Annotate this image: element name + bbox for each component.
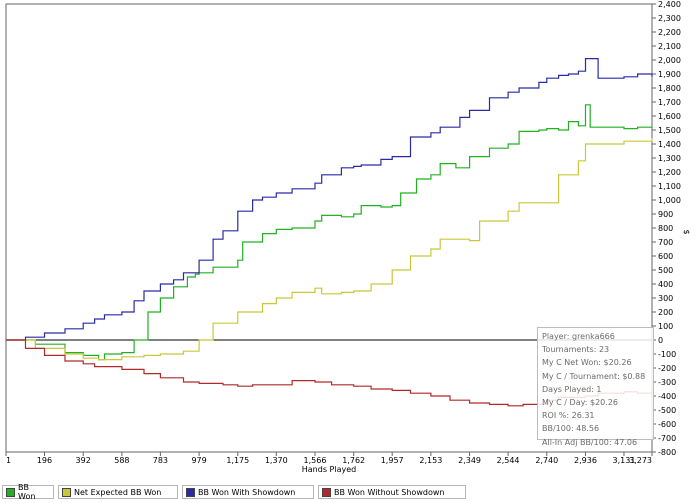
series-line-net-expected-bb-won: [6, 138, 653, 361]
x-tick-label: 392: [76, 456, 91, 465]
stat-tournaments: Tournaments: 23: [542, 345, 610, 355]
y-tick-label: -800: [658, 448, 676, 457]
legend-item-net-expected[interactable]: Net Expected BB Won: [58, 485, 178, 499]
y-axis: 2,400 2,300 2,200 2,100 2,000 1,900 1,800 1,700…: [652, 0, 681, 457]
x-tick-label: 588: [114, 456, 129, 465]
legend-label: BB Won With Showdown: [198, 487, 296, 497]
x-tick-label: 196: [37, 456, 52, 465]
stat-allin-bb100: All-In Adj BB/100: 47.06: [542, 437, 638, 447]
x-tick-label: 1,566: [304, 456, 327, 465]
x-tick-label: 3,131: [613, 456, 636, 465]
y-tick-label: 1,400: [658, 140, 681, 149]
x-tick-label: 1: [6, 456, 11, 465]
legend-item-without-showdown[interactable]: BB Won Without Showdown: [318, 485, 466, 499]
stats-overlay: Player: grenka666 Tournaments: 23 My C N…: [537, 327, 654, 447]
y-tick-label: 2,100: [658, 42, 681, 51]
y-tick-label: -300: [658, 378, 676, 387]
x-tick-label: 2,936: [574, 456, 597, 465]
stat-player: Player: grenka666: [542, 332, 615, 341]
y-tick-label: 2,200: [658, 28, 681, 37]
x-tick-label: 979: [191, 456, 206, 465]
y-tick-label: -700: [658, 434, 676, 443]
bankroll-chart: 2,400 2,300 2,200 2,100 2,000 1,900 1,800 1,700…: [5, 0, 691, 474]
y-tick-label: 1,600: [658, 112, 681, 121]
y-tick-label: -400: [658, 392, 676, 401]
y-tick-label: 1,900: [658, 70, 681, 79]
y-tick-label: 800: [658, 224, 673, 233]
x-tick-label: 1,762: [342, 456, 365, 465]
y-tick-label: 0: [658, 336, 663, 345]
x-tick-label: 1,957: [381, 456, 404, 465]
y-tick-label: -200: [658, 364, 676, 373]
y-tick-label: 400: [658, 280, 673, 289]
x-tick-label: 1,370: [265, 456, 288, 465]
x-axis: 1 196 392 588 783 979 1,175 1,370 1,566 1,762 1,95…: [5, 452, 653, 465]
x-tick-label: 2,740: [535, 456, 558, 465]
y-tick-label: -500: [658, 406, 676, 415]
y-tick-label: 1,100: [658, 182, 681, 191]
y-tick-label: 2,300: [658, 14, 681, 23]
legend-item-with-showdown[interactable]: BB Won With Showdown: [182, 485, 314, 499]
stat-days-played: Days Played: 1: [542, 384, 602, 394]
x-tick-label: 783: [153, 456, 168, 465]
y-tick-label: 100: [658, 322, 673, 331]
y-tick-label: 1,300: [658, 154, 681, 163]
y-tick-label: 700: [658, 238, 673, 247]
y-tick-label: 1,700: [658, 98, 681, 107]
x-tick-label: 2,544: [497, 456, 520, 465]
stat-bb100: BB/100: 48.56: [542, 424, 600, 434]
legend-label: BB Won Without Showdown: [334, 487, 445, 497]
y-tick-label: 200: [658, 308, 673, 317]
y-axis-title: $: [682, 229, 691, 234]
y-tick-label: -600: [658, 420, 676, 429]
legend-swatch: [62, 487, 71, 497]
legend-label: BB Won: [18, 483, 36, 501]
y-tick-label: 500: [658, 266, 673, 275]
y-tick-label: 2,400: [658, 0, 681, 9]
x-tick-label: 3,273: [629, 456, 652, 465]
stat-net-won: My C Net Won: $20.26: [542, 358, 632, 368]
series-line-bb-won: [6, 104, 653, 361]
stat-per-day: My C / Day: $20.26: [542, 398, 618, 408]
legend-swatch: [186, 487, 195, 497]
legend-label: Net Expected BB Won: [74, 487, 162, 497]
legend: BB Won Net Expected BB Won BB Won With S…: [0, 482, 700, 503]
y-tick-label: 1,200: [658, 168, 681, 177]
y-tick-label: 300: [658, 294, 673, 303]
x-tick-label: 1,175: [226, 456, 249, 465]
y-tick-label: 1,500: [658, 126, 681, 135]
y-tick-label: 1,800: [658, 84, 681, 93]
stat-roi: ROI %: 26.31: [542, 411, 595, 421]
y-tick-label: -100: [658, 350, 676, 359]
y-tick-label: 600: [658, 252, 673, 261]
x-tick-label: 2,153: [419, 456, 442, 465]
x-tick-label: 2,349: [458, 456, 481, 465]
legend-swatch: [6, 487, 15, 497]
stat-per-tournament: My C / Tournament: $0.88: [542, 371, 646, 381]
y-tick-label: 1,000: [658, 196, 681, 205]
series-line-bb-won-with-showdown: [6, 58, 653, 341]
x-axis-title: Hands Played: [302, 465, 356, 474]
legend-swatch: [322, 487, 331, 497]
y-tick-label: 2,000: [658, 56, 681, 65]
legend-item-bb-won[interactable]: BB Won: [2, 483, 54, 501]
y-tick-label: 900: [658, 210, 673, 219]
